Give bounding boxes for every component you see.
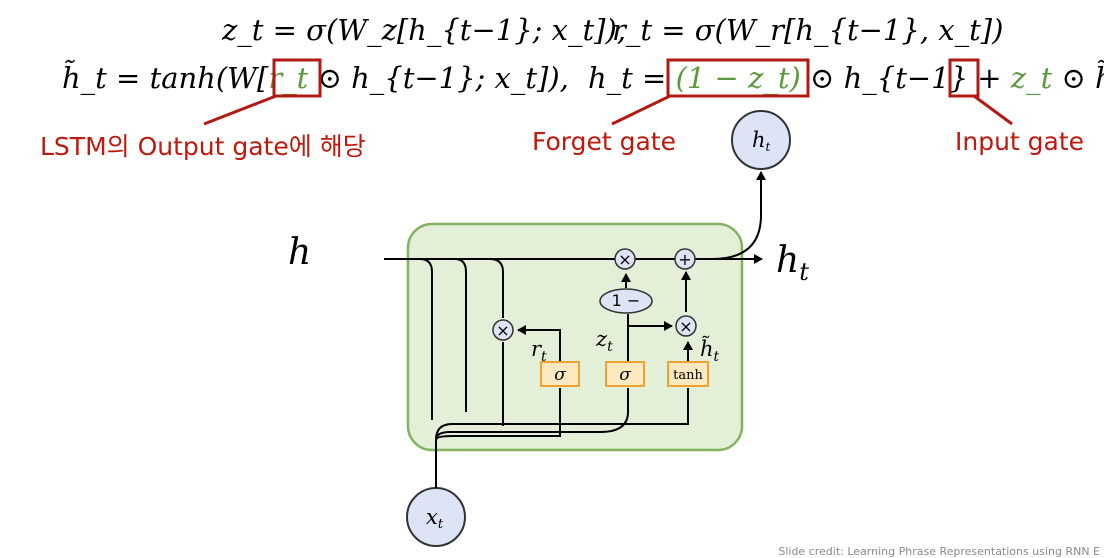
equation-htilde-post: ⊙ h_{t−1}; x_t]), bbox=[317, 61, 569, 95]
label-h-prev: h bbox=[288, 232, 311, 273]
equation-h-pre: h_t = bbox=[588, 61, 667, 95]
wire-drop-2 bbox=[454, 258, 467, 412]
equation-h: h_t = (1 − z_t) ⊙ h_{t−1} + z_t ⊙ h̃_t bbox=[588, 62, 1104, 94]
leader-output bbox=[203, 94, 277, 126]
equation-h-mid: ⊙ h_{t−1} + bbox=[810, 61, 1002, 95]
wire-sigma-r bbox=[517, 325, 561, 362]
svg-text:σ: σ bbox=[619, 365, 631, 385]
op-add: + bbox=[674, 248, 696, 270]
leader-input bbox=[973, 94, 1013, 126]
label-z-t: zt bbox=[595, 327, 613, 355]
gru-cell bbox=[406, 222, 744, 452]
equation-z: z_t = σ(W_z[h_{t−1}; x_t]), bbox=[222, 13, 627, 47]
op-mul-reset: × bbox=[492, 319, 514, 341]
h-top-node bbox=[731, 110, 791, 170]
wire-drop-1 bbox=[419, 258, 433, 420]
svg-text:×: × bbox=[496, 321, 509, 340]
label-h-out: ht bbox=[776, 240, 809, 286]
leader-forget bbox=[611, 94, 671, 126]
svg-text:σ: σ bbox=[554, 365, 566, 385]
slide-credit: Slide credit: Learning Phrase Representa… bbox=[778, 545, 1100, 558]
equation-h-forget: (1 − z_t) bbox=[675, 61, 801, 95]
op-mul-input: × bbox=[675, 315, 697, 337]
label-htilde-t: h̃t bbox=[700, 336, 720, 365]
equation-htilde: h̃_t = tanh(W[r_t ⊙ h_{t−1}; x_t]), bbox=[62, 62, 569, 94]
equation-h-post: ⊙ h̃_t bbox=[1061, 61, 1104, 95]
wire-drop-3 bbox=[489, 258, 504, 318]
op-one-minus: 1 − bbox=[599, 288, 653, 314]
annotation-output-gate: LSTM의 Output gate에 해당 bbox=[40, 132, 366, 161]
h-top-label: ht bbox=[752, 128, 771, 154]
equation-h-input: z_t bbox=[1010, 61, 1053, 95]
label-r-t: rt bbox=[531, 337, 547, 365]
box-r-t bbox=[272, 58, 322, 98]
x-input-label: xt bbox=[426, 505, 444, 532]
equation-htilde-pre: h̃_t = tanh(W[ bbox=[62, 61, 269, 95]
equation-r: r_t = σ(W_r[h_{t−1}, x_t]) bbox=[612, 13, 1004, 47]
annotation-forget-gate: Forget gate bbox=[532, 127, 676, 156]
box-forget bbox=[666, 58, 810, 98]
gate-sigma-update: σ bbox=[605, 361, 645, 387]
annotation-input-gate: Input gate bbox=[955, 127, 1085, 156]
op-mul-forget: × bbox=[614, 248, 636, 270]
svg-text:1 −: 1 − bbox=[612, 291, 641, 310]
gate-sigma-reset: σ bbox=[540, 361, 580, 387]
annotation-markers bbox=[203, 58, 1013, 126]
wire-x-2 bbox=[435, 388, 629, 441]
box-input bbox=[948, 58, 980, 98]
svg-text:×: × bbox=[618, 250, 631, 269]
wires bbox=[384, 171, 766, 488]
svg-text:+: + bbox=[678, 250, 691, 269]
svg-text:tanh: tanh bbox=[673, 368, 703, 383]
wire-x-3 bbox=[435, 388, 561, 441]
wire-h-top bbox=[711, 171, 766, 260]
gate-tanh: tanh bbox=[667, 361, 709, 387]
svg-text:×: × bbox=[679, 317, 692, 336]
